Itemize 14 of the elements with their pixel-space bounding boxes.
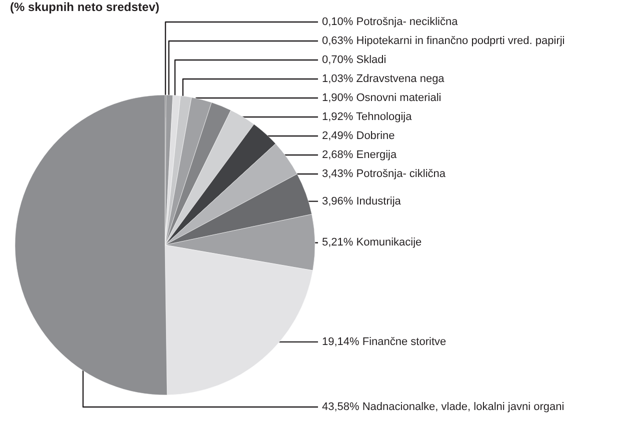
slice-label: 1,92% Tehnologija [322, 111, 413, 123]
slice-label: 3,96% Industrija [322, 195, 402, 208]
chart-title: (% skupnih neto sredstev) [10, 0, 160, 14]
slice-label: 1,03% Zdravstvena nega [322, 73, 446, 85]
slice-label: 3,43% Potrošnja- ciklična [322, 168, 446, 180]
slice-label: 0,10% Potrošnja- neciklična [322, 16, 459, 28]
slice-label: 2,49% Dobrine [322, 130, 395, 142]
slice-label: 2,68% Energija [322, 149, 398, 161]
slice-label: 0,63% Hipotekarni in finančno podprti vred. papirji [322, 35, 565, 47]
slice-label: 0,70% Skladi [322, 54, 386, 66]
slice-label: 19,14% Finančne storitve [322, 336, 446, 348]
slice-label: 1,90% Osnovni materiali [322, 92, 442, 104]
slice-label: 5,21% Komunikacije [322, 236, 422, 249]
slice-label: 43,58% Nadnacionalke, vlade, lokalni javni organi [322, 401, 564, 413]
